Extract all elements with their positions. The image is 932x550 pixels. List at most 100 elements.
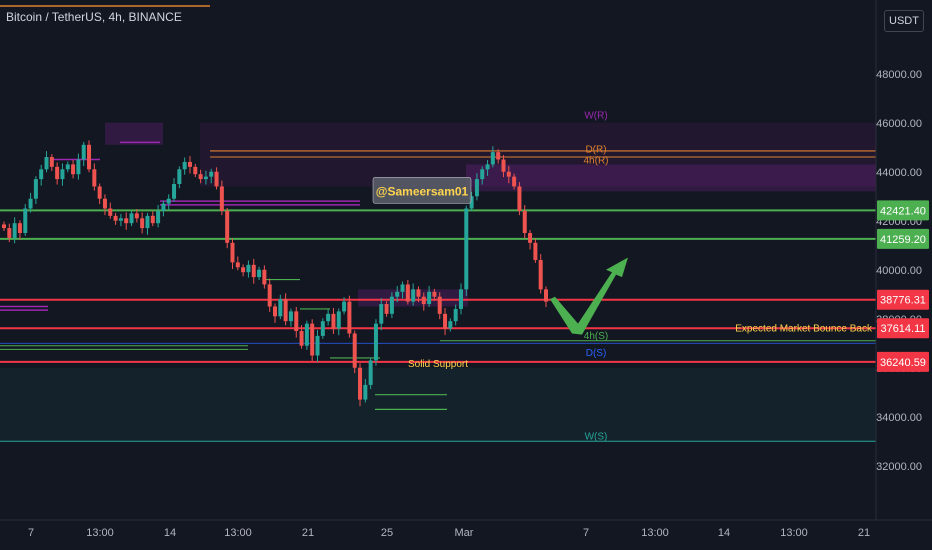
- candle-body: [347, 301, 352, 334]
- x-tick-label: 21: [302, 527, 314, 539]
- candle-body: [267, 284, 272, 307]
- candle-body: [421, 296, 426, 305]
- candle-body: [55, 166, 60, 180]
- candle-body: [49, 157, 54, 167]
- candle-body: [87, 144, 92, 170]
- candle-body: [288, 311, 293, 322]
- candle-body: [92, 169, 97, 187]
- candle-body: [395, 291, 400, 297]
- y-tick-label: 44000.00: [876, 167, 922, 179]
- candle-body: [97, 186, 102, 199]
- annotation-bounce: Expected Market Bounce Back: [735, 324, 873, 335]
- candle-body: [528, 233, 533, 243]
- x-tick-label: 14: [718, 527, 730, 539]
- price-tag-label: 38776.31: [880, 295, 926, 307]
- candle-body: [230, 242, 235, 263]
- candle-body: [12, 223, 17, 238]
- candle-body: [544, 289, 548, 302]
- x-tick-label: 7: [583, 527, 589, 539]
- candle-body: [17, 223, 22, 233]
- candle-body: [241, 267, 246, 273]
- candle-body: [400, 284, 405, 292]
- candle-body: [198, 174, 203, 180]
- candle-body: [182, 161, 187, 170]
- candle-body: [156, 210, 161, 224]
- candle-body: [118, 218, 123, 221]
- candle-body: [145, 215, 150, 229]
- candle-body: [315, 335, 320, 356]
- candle-body: [140, 218, 145, 229]
- resistance-box: [105, 122, 163, 145]
- price-tag: [877, 228, 929, 249]
- candle-body: [480, 169, 485, 180]
- candle-body: [214, 171, 219, 187]
- price-tag-label: 37614.11: [880, 323, 925, 335]
- levels-layer: [0, 141, 876, 442]
- zones-layer: [0, 122, 876, 442]
- candle-body: [512, 176, 517, 187]
- candle-body: [60, 169, 65, 180]
- y-tick-label: 46000.00: [876, 118, 922, 130]
- currency-selector[interactable]: USDT: [884, 10, 924, 32]
- candles-layer: [2, 140, 548, 407]
- candle-body: [28, 198, 33, 209]
- price-tag-label: 42421.40: [880, 205, 926, 217]
- candle-body: [304, 323, 309, 346]
- x-tick-label: Mar: [455, 527, 474, 539]
- candle-body: [368, 360, 373, 385]
- candle-body: [124, 218, 129, 224]
- candle-body: [108, 208, 113, 216]
- candle-body: [379, 304, 384, 324]
- candle-body: [129, 213, 134, 224]
- candle-body: [172, 184, 177, 199]
- x-tick-label: 13:00: [780, 527, 808, 539]
- level-label: D(S): [586, 348, 607, 359]
- overlay-layer: @Sameersam01 W(R) D(R)4h(R) 4h(S) D(S) W(S) Ex…: [0, 5, 873, 442]
- candle-body: [150, 215, 155, 224]
- candle-body: [23, 208, 28, 233]
- candle-body: [458, 289, 463, 309]
- candle-body: [81, 144, 86, 160]
- candle-body: [262, 269, 267, 285]
- candle-body: [533, 242, 538, 260]
- candle-body: [294, 311, 299, 331]
- x-tick-label: 25: [381, 527, 393, 539]
- candle-body: [411, 289, 416, 302]
- weekly-resistance-zone: [200, 122, 876, 187]
- candle-body: [320, 321, 325, 336]
- candle-body: [331, 313, 336, 329]
- candle-body: [193, 166, 198, 175]
- candle-body: [427, 291, 432, 305]
- candle-body: [342, 301, 347, 312]
- level-label: 4h(R): [583, 156, 608, 167]
- candle-body: [432, 291, 437, 297]
- candle-body: [453, 308, 458, 322]
- candle-body: [219, 186, 224, 211]
- candle-body: [65, 164, 70, 170]
- candle-body: [209, 171, 214, 177]
- candle-body: [352, 333, 357, 368]
- candle-body: [76, 159, 81, 175]
- candle-body: [39, 169, 44, 180]
- candle-body: [517, 186, 522, 211]
- candle-body: [522, 210, 527, 233]
- candle-body: [538, 259, 543, 290]
- candle-body: [273, 306, 277, 317]
- candle-body: [225, 210, 230, 243]
- weekly-support-zone: [0, 367, 876, 442]
- candle-body: [490, 152, 495, 165]
- x-tick-label: 14: [164, 527, 176, 539]
- candle-body: [251, 264, 256, 278]
- candle-body: [326, 313, 331, 322]
- candle-body: [416, 289, 421, 297]
- candle-body: [485, 164, 490, 170]
- price-tag: [877, 351, 929, 372]
- y-tick-label: 34000.00: [876, 412, 922, 424]
- candle-body: [283, 299, 288, 322]
- candle-body: [437, 296, 442, 314]
- candle-body: [44, 157, 49, 170]
- resistance-box-right: [466, 164, 876, 192]
- price-tag-label: 36240.59: [880, 357, 926, 369]
- candle-body: [506, 171, 511, 177]
